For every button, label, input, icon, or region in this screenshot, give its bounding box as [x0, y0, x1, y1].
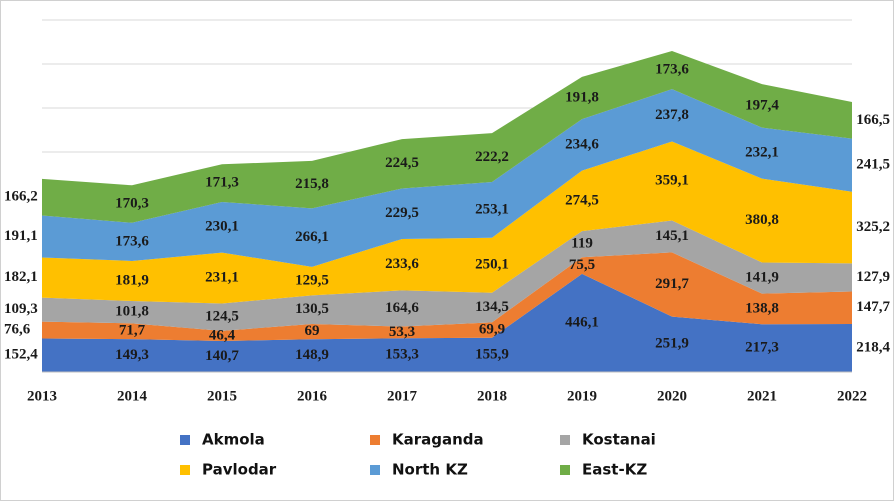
data-label: 138,8: [745, 300, 779, 316]
data-label: 197,4: [745, 97, 779, 113]
data-label: 218,4: [856, 339, 890, 355]
data-label: 155,9: [475, 346, 509, 362]
data-label: 119: [571, 236, 593, 252]
data-label: 145,1: [655, 228, 689, 244]
x-tick-label: 2021: [747, 388, 777, 404]
data-label: 101,8: [115, 304, 149, 320]
x-tick-label: 2013: [27, 388, 57, 404]
legend-label: East-KZ: [582, 461, 647, 479]
data-label: 181,9: [115, 272, 149, 288]
data-label: 266,1: [295, 229, 329, 245]
data-label: 69: [305, 323, 320, 339]
data-label: 130,5: [295, 301, 329, 317]
area: [42, 273, 852, 372]
area: [42, 252, 852, 342]
data-label: 76,6: [4, 321, 31, 337]
area: [42, 89, 852, 267]
legend-label: Kostanai: [582, 431, 656, 449]
data-label: 222,2: [475, 149, 509, 165]
data-label: 140,7: [205, 348, 239, 364]
legend-swatch: [370, 465, 380, 475]
legend-swatch: [180, 435, 190, 445]
data-label: 173,6: [655, 62, 689, 78]
area: [42, 220, 852, 331]
x-tick-label: 2014: [117, 388, 148, 404]
data-label: 231,1: [205, 269, 239, 285]
data-label: 234,6: [565, 136, 599, 152]
data-label: 152,4: [4, 347, 38, 363]
data-label: 53,3: [389, 324, 415, 340]
x-tick-label: 2015: [207, 388, 237, 404]
area: [42, 50, 852, 223]
data-label: 325,2: [856, 219, 890, 235]
data-label: 166,2: [4, 189, 38, 205]
legend-label: Akmola: [202, 431, 265, 449]
data-label: 147,7: [856, 299, 890, 315]
data-label: 232,1: [745, 145, 779, 161]
legend-label: North KZ: [392, 461, 468, 479]
data-label: 124,5: [205, 309, 239, 325]
data-label: 171,3: [205, 175, 239, 191]
data-label: 173,6: [115, 233, 149, 249]
data-label: 233,6: [385, 256, 419, 272]
data-label: 250,1: [475, 257, 509, 273]
data-label: 75,5: [569, 257, 595, 273]
data-label: 446,1: [565, 314, 599, 330]
data-label: 129,5: [295, 273, 329, 289]
data-label: 149,3: [115, 347, 149, 363]
legend-swatch: [560, 465, 570, 475]
data-label: 253,1: [475, 201, 509, 217]
data-label: 217,3: [745, 340, 779, 356]
data-label: 182,1: [4, 269, 38, 285]
data-label: 46,4: [209, 327, 236, 343]
data-label: 134,5: [475, 299, 509, 315]
legend-swatch: [180, 465, 190, 475]
legend-label: Karaganda: [392, 431, 484, 449]
data-label: 251,9: [655, 336, 689, 352]
data-label: 191,1: [4, 228, 38, 244]
data-label: 153,3: [385, 347, 419, 363]
legend-swatch: [560, 435, 570, 445]
data-label: 215,8: [295, 176, 329, 192]
data-label: 291,7: [655, 276, 689, 292]
data-label: 109,3: [4, 301, 38, 317]
data-label: 69,9: [479, 321, 505, 337]
data-label: 127,9: [856, 269, 890, 285]
x-tick-label: 2020: [657, 388, 687, 404]
data-label: 274,5: [565, 192, 599, 208]
x-tick-label: 2017: [387, 388, 418, 404]
data-label: 191,8: [565, 89, 599, 105]
data-label: 230,1: [205, 219, 239, 235]
data-label: 380,8: [745, 212, 779, 228]
data-label: 359,1: [655, 172, 689, 188]
x-tick-label: 2018: [477, 388, 507, 404]
area: [42, 141, 852, 304]
x-tick-label: 2019: [567, 388, 597, 404]
data-label: 164,6: [385, 300, 419, 316]
data-label: 71,7: [119, 323, 146, 339]
data-label: 224,5: [385, 155, 419, 171]
x-tick-label: 2022: [837, 388, 867, 404]
legend-label: Pavlodar: [202, 461, 277, 479]
data-label: 141,9: [745, 269, 779, 285]
x-tick-label: 2016: [297, 388, 328, 404]
data-label: 148,9: [295, 347, 329, 363]
data-label: 241,5: [856, 157, 890, 173]
data-label: 229,5: [385, 205, 419, 221]
legend-swatch: [370, 435, 380, 445]
data-label: 170,3: [115, 195, 149, 211]
data-label: 237,8: [655, 107, 689, 123]
data-label: 166,5: [856, 112, 890, 128]
